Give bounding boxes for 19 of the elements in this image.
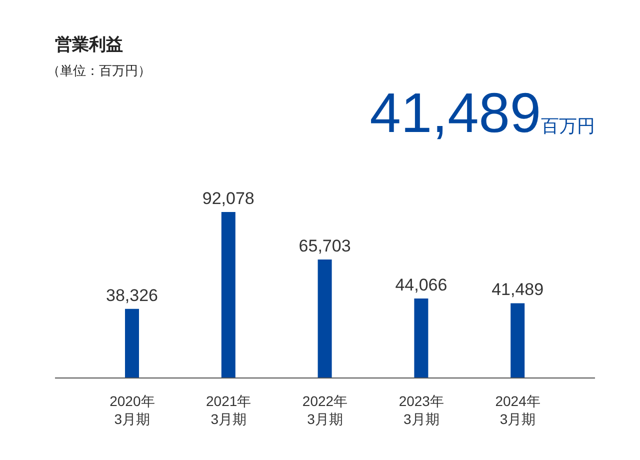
x-tick-label: 2021年 3月期 xyxy=(206,393,252,427)
chart-title: 営業利益 xyxy=(55,34,123,56)
data-label: 41,489 xyxy=(492,280,544,300)
text: 百万円 xyxy=(541,116,595,136)
bar xyxy=(221,212,236,378)
data-label: 92,078 xyxy=(202,189,254,208)
data-label: 44,066 xyxy=(395,276,448,295)
bar xyxy=(318,260,332,378)
data-label: 65,703 xyxy=(298,236,351,256)
x-tick-label: 2022年 3月期 xyxy=(302,393,348,427)
chart-subtitle: （単位：百万円） xyxy=(47,62,151,80)
x-tick-label: 2023年 3月期 xyxy=(398,393,444,427)
x-tick-label: 2024年 3月期 xyxy=(495,393,540,427)
x-tick-label: 2020年 3月期 xyxy=(110,393,155,427)
bar xyxy=(510,303,525,378)
bar xyxy=(414,298,428,378)
data-label: 38,326 xyxy=(106,286,158,305)
bar xyxy=(125,308,139,378)
text: 41,489 xyxy=(370,81,541,144)
